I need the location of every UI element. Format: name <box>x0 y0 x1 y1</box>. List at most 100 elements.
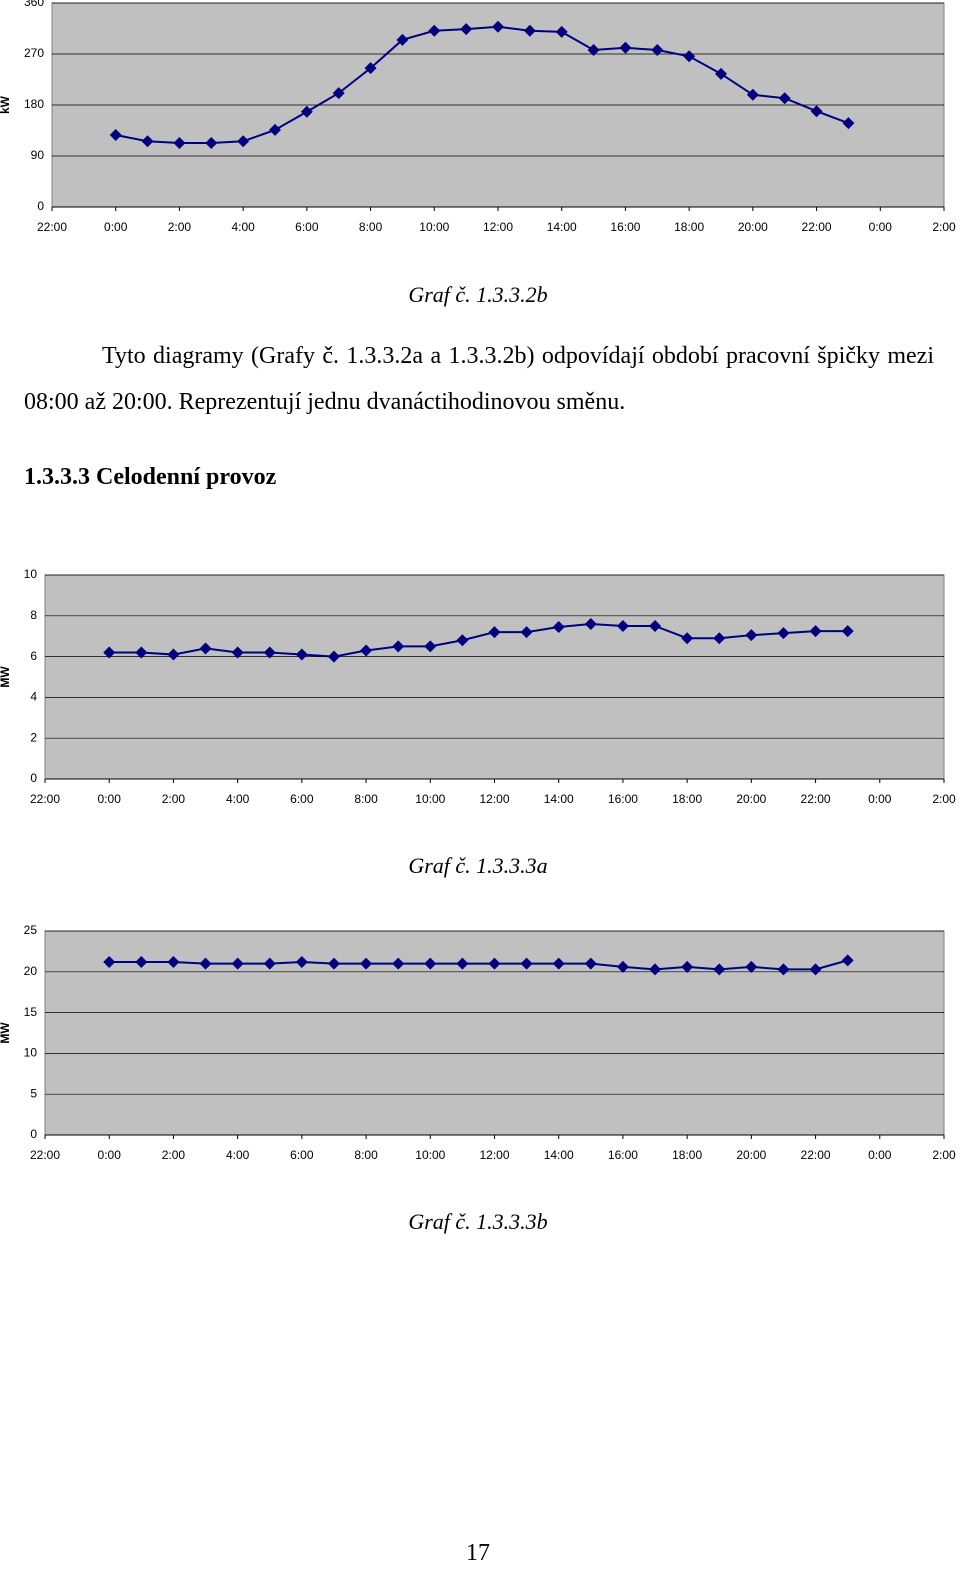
x-tick-label: 22:00 <box>30 1148 60 1162</box>
x-tick-label: 0:00 <box>98 792 122 806</box>
marker <box>424 957 437 970</box>
y-tick-label: 20 <box>24 964 38 978</box>
marker <box>713 632 726 645</box>
marker <box>809 625 822 638</box>
y-tick-label: 2 <box>30 730 37 744</box>
marker <box>552 957 565 970</box>
marker <box>327 650 340 663</box>
marker <box>109 129 122 142</box>
marker <box>841 954 854 967</box>
x-tick-label: 0:00 <box>869 220 893 234</box>
y-tick-label: 0 <box>30 771 37 785</box>
x-tick-label: 10:00 <box>415 1148 445 1162</box>
marker <box>231 957 244 970</box>
caption: Graf č. 1.3.3.2b <box>408 282 548 307</box>
marker <box>327 957 340 970</box>
y-tick-label: 25 <box>24 923 38 937</box>
marker <box>745 960 758 973</box>
x-tick-label: 4:00 <box>226 1148 250 1162</box>
marker <box>135 956 148 969</box>
plot-area <box>44 574 945 780</box>
x-tick-label: 22:00 <box>37 220 67 234</box>
x-tick-label: 6:00 <box>290 792 314 806</box>
marker <box>205 136 218 149</box>
x-tick-label: 12:00 <box>483 220 513 234</box>
marker <box>295 648 308 661</box>
marker <box>745 629 758 642</box>
x-tick-label: 8:00 <box>359 220 383 234</box>
marker <box>649 963 662 976</box>
marker <box>488 626 501 639</box>
marker <box>777 963 790 976</box>
marker <box>809 963 822 976</box>
marker <box>841 625 854 638</box>
marker <box>584 957 597 970</box>
y-tick-label: 270 <box>24 46 44 60</box>
marker <box>263 957 276 970</box>
marker <box>173 136 186 149</box>
marker <box>616 960 629 973</box>
marker <box>713 963 726 976</box>
y-tick-label: 360 <box>24 0 44 9</box>
y-tick-label: 0 <box>30 1127 37 1141</box>
x-tick-label: 0:00 <box>104 220 128 234</box>
x-tick-label: 14:00 <box>544 792 574 806</box>
x-tick-label: 14:00 <box>547 220 577 234</box>
x-tick-label: 18:00 <box>672 1148 702 1162</box>
marker <box>364 62 377 75</box>
marker <box>103 646 116 659</box>
y-tick-label: 8 <box>30 608 37 622</box>
marker <box>135 646 148 659</box>
marker <box>424 640 437 653</box>
marker <box>167 648 180 661</box>
x-tick-label: 18:00 <box>674 220 704 234</box>
marker <box>681 632 694 645</box>
marker <box>295 956 308 969</box>
x-tick-label: 12:00 <box>479 792 509 806</box>
x-tick-label: 16:00 <box>608 1148 638 1162</box>
x-tick-label: 22:00 <box>801 792 831 806</box>
marker <box>651 44 664 57</box>
x-tick-label: 2:00 <box>168 220 192 234</box>
x-tick-label: 2:00 <box>932 1148 956 1162</box>
x-tick-label: 4:00 <box>226 792 250 806</box>
marker <box>520 957 533 970</box>
marker <box>141 135 154 148</box>
y-tick-label: 10 <box>24 1046 38 1060</box>
marker <box>778 92 791 105</box>
marker <box>777 627 790 640</box>
marker <box>103 956 116 969</box>
x-tick-label: 2:00 <box>932 792 956 806</box>
marker <box>231 646 244 659</box>
marker <box>360 957 373 970</box>
page-number: 17 <box>466 1540 490 1566</box>
marker <box>746 88 759 101</box>
y-tick-label: 90 <box>31 148 45 162</box>
marker <box>681 960 694 973</box>
x-tick-label: 0:00 <box>98 1148 122 1162</box>
x-tick-label: 12:00 <box>479 1148 509 1162</box>
marker <box>842 117 855 130</box>
x-tick-label: 2:00 <box>932 220 956 234</box>
marker <box>492 20 504 33</box>
x-tick-label: 6:00 <box>295 220 319 234</box>
x-tick-label: 2:00 <box>162 792 186 806</box>
marker <box>456 957 469 970</box>
y-tick-label: 180 <box>24 97 44 111</box>
x-tick-label: 6:00 <box>290 1148 314 1162</box>
x-tick-label: 4:00 <box>231 220 255 234</box>
marker <box>456 634 469 647</box>
marker <box>332 87 345 100</box>
marker <box>263 646 276 659</box>
y-tick-label: 4 <box>30 690 37 704</box>
x-tick-label: 8:00 <box>354 1148 378 1162</box>
marker <box>523 24 536 37</box>
x-tick-label: 2:00 <box>162 1148 186 1162</box>
x-tick-label: 20:00 <box>736 1148 766 1162</box>
y-axis-label: kW <box>0 95 12 114</box>
caption: Graf č. 1.3.3.3a <box>408 853 548 878</box>
x-tick-label: 0:00 <box>868 1148 892 1162</box>
marker <box>649 620 662 632</box>
marker <box>237 135 250 148</box>
marker <box>488 957 501 970</box>
